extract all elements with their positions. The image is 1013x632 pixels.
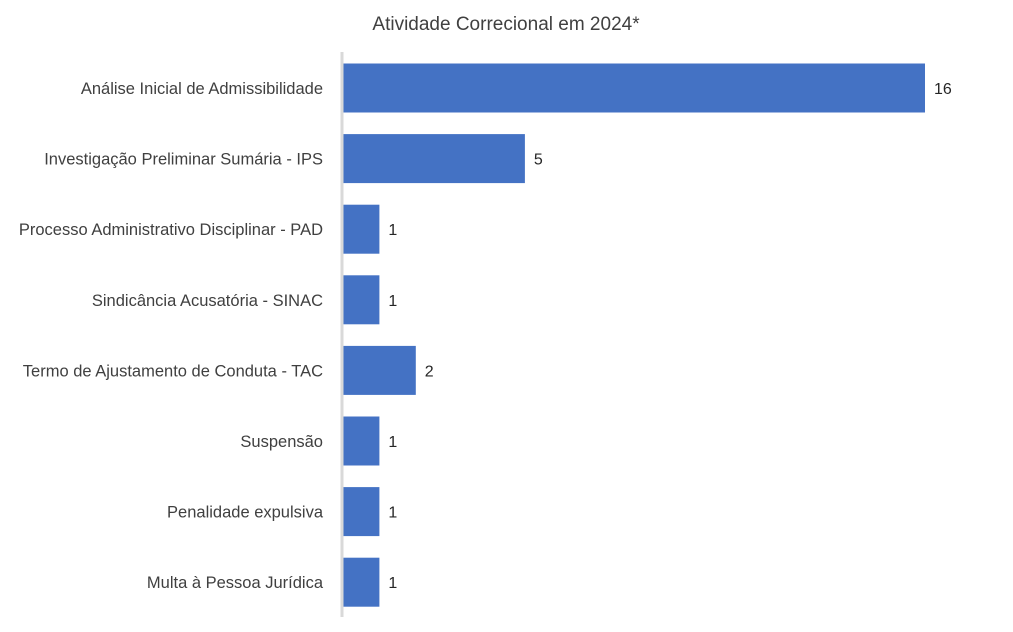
category-label-4: Termo de Ajustamento de Conduta - TAC — [23, 362, 323, 380]
category-label-6: Penalidade expulsiva — [167, 504, 324, 522]
bars-layer — [343, 64, 925, 607]
value-label-6: 1 — [388, 505, 397, 522]
bar-3 — [343, 275, 379, 324]
category-label-1: Investigação Preliminar Sumária - IPS — [44, 151, 323, 169]
bar-6 — [343, 487, 379, 536]
category-label-5: Suspensão — [240, 433, 323, 451]
bar-2 — [343, 205, 379, 254]
bar-5 — [343, 417, 379, 466]
category-label-0: Análise Inicial de Admissibilidade — [81, 80, 323, 98]
value-label-2: 1 — [388, 222, 397, 239]
chart-title: Atividade Correcional em 2024* — [372, 14, 640, 35]
category-label-3: Sindicância Acusatória - SINAC — [92, 292, 323, 310]
value-label-1: 5 — [534, 152, 543, 169]
value-label-7: 1 — [388, 575, 397, 592]
value-label-0: 16 — [934, 81, 952, 98]
value-label-3: 1 — [388, 293, 397, 310]
bar-7 — [343, 558, 379, 607]
category-label-2: Processo Administrativo Disciplinar - PA… — [19, 221, 323, 239]
category-label-7: Multa à Pessoa Jurídica — [147, 574, 324, 592]
bar-1 — [343, 134, 525, 183]
value-label-5: 1 — [388, 434, 397, 451]
bar-4 — [343, 346, 416, 395]
bar-0 — [343, 64, 925, 113]
value-label-4: 2 — [425, 363, 434, 380]
